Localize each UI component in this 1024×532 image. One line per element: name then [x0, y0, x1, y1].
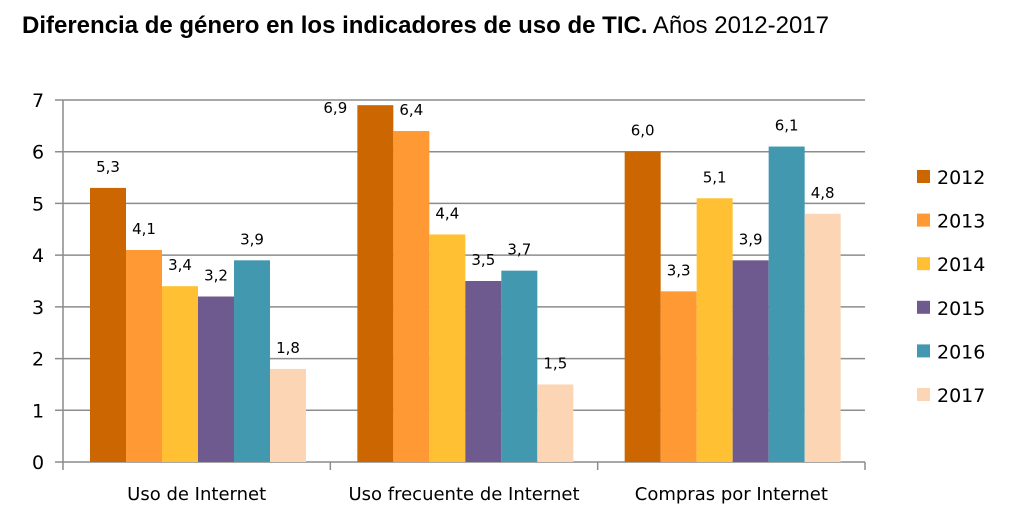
y-tick-label: 0 [32, 452, 44, 474]
legend-swatch-2013 [917, 213, 930, 227]
y-tick-label: 6 [32, 142, 44, 164]
legend-label: 2012 [937, 167, 985, 189]
data-label: 3,5 [471, 251, 495, 269]
legend-label: 2014 [937, 254, 985, 276]
data-label: 3,7 [507, 241, 531, 259]
data-label: 3,9 [739, 230, 763, 248]
bar-2015 [465, 281, 502, 462]
x-category-label: Uso frecuente de Internet [348, 484, 579, 505]
bar-2013 [126, 249, 162, 462]
legend-swatch-2016 [917, 344, 930, 358]
bar-2016 [768, 146, 805, 463]
bar-2013 [660, 291, 697, 462]
bar-2016 [234, 260, 270, 462]
legend-label: 2016 [937, 341, 985, 363]
data-label: 4,1 [132, 220, 156, 238]
legend-label: 2013 [937, 211, 985, 233]
bar-2015 [732, 260, 769, 462]
y-tick-label: 1 [32, 400, 44, 422]
chart-title-main: Diferencia de género en los indicadores … [22, 12, 648, 39]
legend-swatch-2017 [917, 388, 930, 401]
legend-swatch-2012 [917, 170, 930, 183]
data-label: 5,3 [96, 158, 120, 176]
bar-2014 [696, 198, 733, 462]
bar-2012 [624, 151, 661, 462]
data-label: 6,0 [631, 122, 655, 140]
y-tick-label: 7 [32, 90, 44, 112]
data-label: 3,4 [168, 256, 192, 274]
data-label: 6,1 [775, 117, 799, 135]
y-tick-label: 2 [32, 349, 44, 371]
bar-2017 [804, 213, 841, 462]
bar-2015 [198, 296, 234, 462]
y-tick-label: 4 [32, 245, 44, 267]
data-label: 4,8 [811, 184, 835, 202]
y-tick-label: 5 [32, 193, 44, 215]
data-label: 4,4 [435, 204, 459, 222]
bar-2012 [357, 105, 394, 463]
bar-2017 [537, 384, 574, 462]
legend-label: 2017 [937, 385, 985, 407]
legend-swatch-2014 [917, 257, 930, 271]
y-tick-label: 3 [32, 297, 44, 319]
data-label: 3,9 [240, 230, 264, 248]
data-label: 6,4 [399, 101, 423, 119]
data-label: 6,9 [323, 99, 347, 117]
bar-2014 [429, 234, 466, 462]
data-label: 3,2 [204, 267, 228, 285]
x-category-label: Uso de Internet [127, 484, 266, 505]
data-label: 1,8 [276, 339, 300, 357]
data-label: 1,5 [543, 354, 567, 372]
x-category-label: Compras por Internet [635, 484, 828, 505]
bar-2014 [162, 286, 198, 462]
legend-swatch-2015 [917, 300, 930, 314]
bar-2013 [393, 131, 430, 462]
bar-2012 [90, 187, 126, 462]
data-label: 3,3 [667, 261, 691, 279]
bar-2017 [270, 368, 306, 462]
bar-2016 [501, 270, 538, 462]
legend-label: 2015 [937, 298, 985, 320]
data-label: 5,1 [703, 168, 727, 186]
chart-subtitle: Años 2012-2017 [652, 12, 829, 39]
chart-title: Diferencia de género en los indicadores … [22, 12, 829, 40]
